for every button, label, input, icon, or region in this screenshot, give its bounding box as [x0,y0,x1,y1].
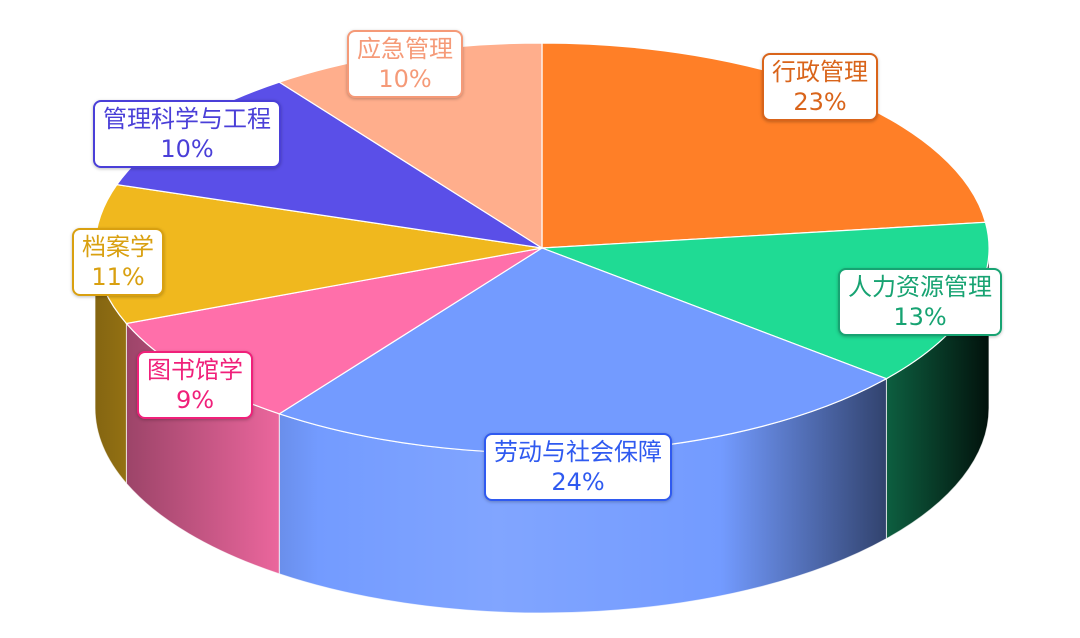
slice-percent: 10% [378,65,432,93]
data-label: 人力资源管理 13% [838,268,1002,336]
slice-percent: 10% [160,135,214,163]
slice-percent: 13% [893,303,947,331]
pie-top [94,42,990,454]
slice-name: 应急管理 [357,35,453,63]
slice-percent: 11% [91,263,145,291]
data-label: 行政管理 23% [762,53,878,121]
slice-name: 行政管理 [772,58,868,86]
slice-name: 劳动与社会保障 [494,438,662,466]
data-label: 管理科学与工程 10% [93,100,281,168]
slice-percent: 9% [175,386,215,414]
slice-name: 人力资源管理 [848,273,992,301]
data-label: 劳动与社会保障 24% [484,433,672,501]
slice-percent: 23% [793,88,847,116]
data-label: 图书馆学 9% [137,351,253,419]
data-label: 档案学 11% [72,228,164,296]
data-label: 应急管理 10% [347,30,463,98]
slice-name: 档案学 [82,233,154,261]
slice-name: 图书馆学 [147,356,243,384]
slice-percent: 24% [551,468,605,496]
slice-name: 管理科学与工程 [103,105,271,133]
